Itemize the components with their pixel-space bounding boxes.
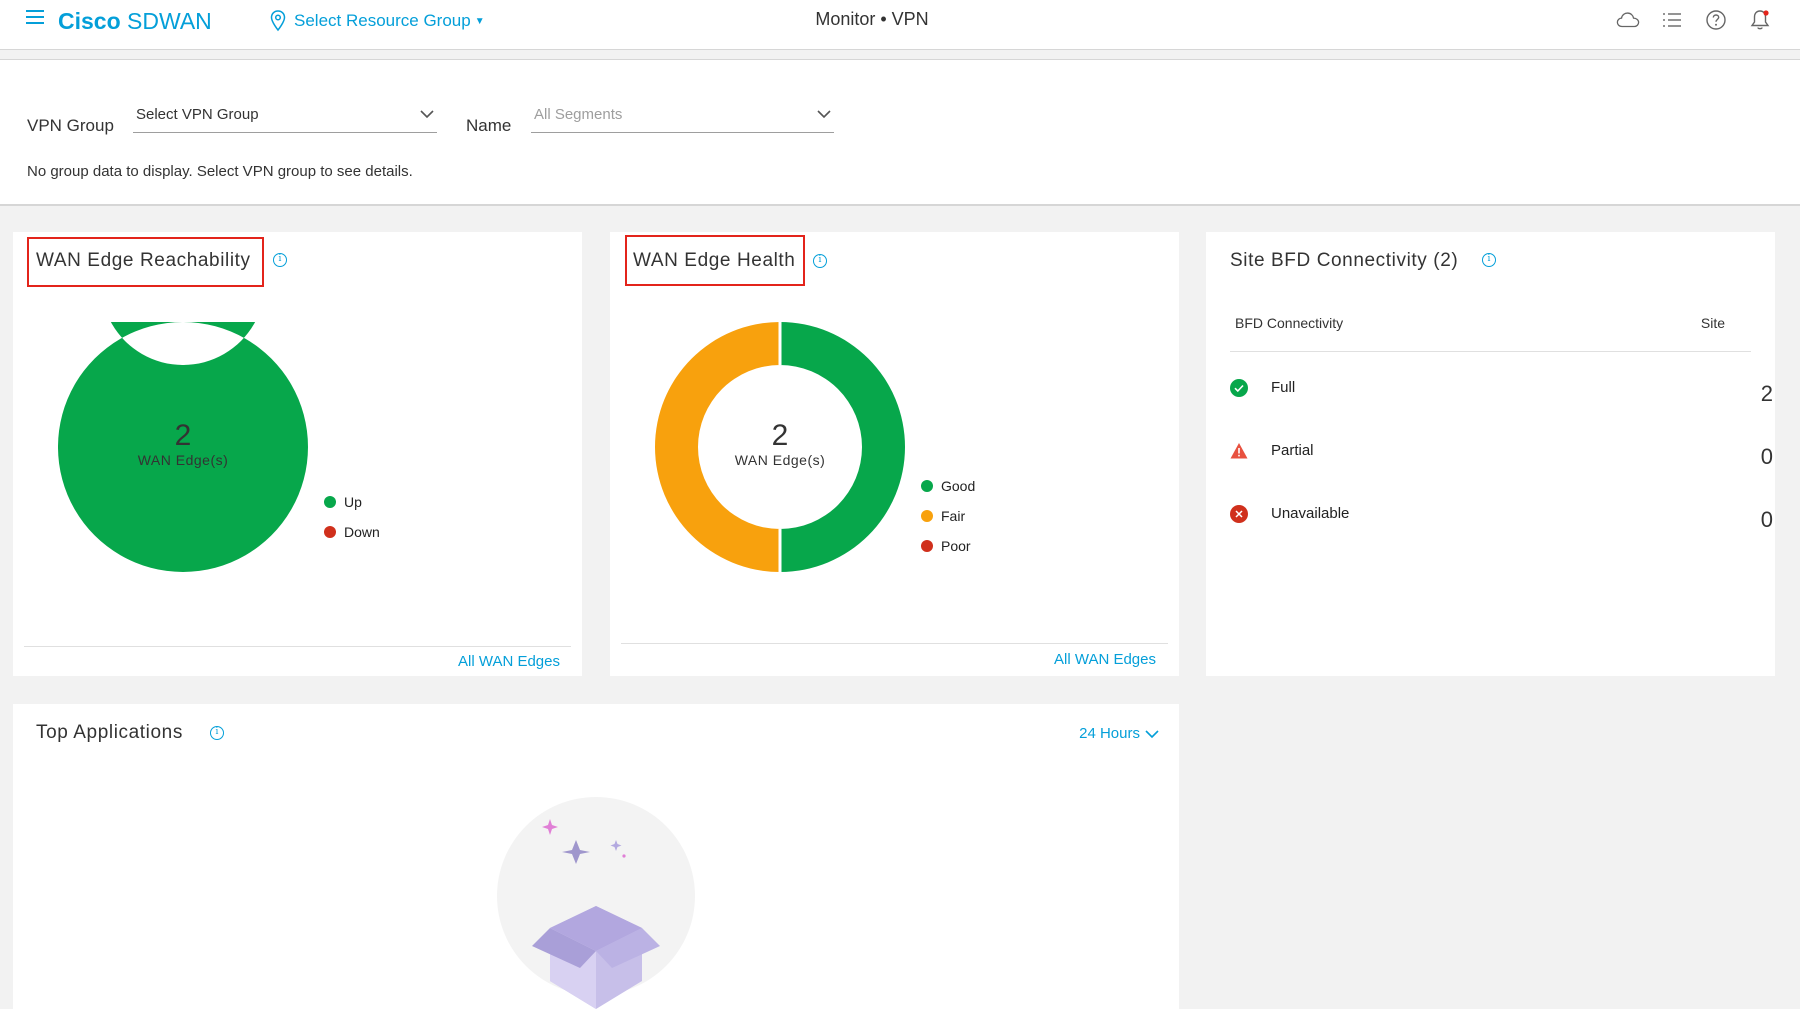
bfd-label: Partial (1271, 442, 1314, 459)
donut-center: 2 WAN Edge(s) (700, 419, 860, 469)
footer-divider (621, 643, 1168, 644)
legend-item-poor[interactable]: Poor (921, 531, 975, 561)
legend-dot-up (324, 496, 336, 508)
vpn-group-select[interactable]: Select VPN Group (133, 106, 437, 133)
resource-group-selector[interactable]: Select Resource Group ▼ (270, 10, 485, 32)
warning-icon (1230, 443, 1248, 459)
legend-label: Good (941, 478, 976, 494)
cloud-icon[interactable] (1616, 8, 1640, 32)
bfd-site-count: 2 (1760, 381, 1773, 406)
donut-center: 2 WAN Edge(s) (103, 419, 263, 469)
legend-label: Fair (941, 508, 966, 524)
info-icon[interactable]: i (1482, 253, 1496, 267)
all-wan-edges-link[interactable]: All WAN Edges (458, 653, 560, 670)
legend-dot-down (324, 526, 336, 538)
site-bfd-connectivity-card: Site BFD Connectivity (2) i BFD Connecti… (1206, 232, 1775, 676)
card-title: WAN Edge Reachability (36, 250, 251, 271)
chevron-down-icon (817, 110, 831, 119)
health-donut (655, 322, 905, 572)
legend-dot-fair (921, 510, 933, 522)
time-range-label: 24 Hours (1079, 725, 1140, 742)
page-title: Monitor • VPN (815, 9, 929, 29)
time-range-selector[interactable]: 24 Hours (1079, 725, 1159, 742)
info-icon[interactable]: i (813, 254, 827, 268)
caret-down-icon: ▼ (474, 15, 485, 27)
wan-edge-count: 2 (771, 419, 789, 452)
resource-group-label: Select Resource Group (294, 11, 471, 30)
no-data-message: No group data to display. Select VPN gro… (27, 163, 413, 180)
wan-edge-count-label: WAN Edge(s) (137, 452, 229, 468)
highlight-box (625, 235, 805, 286)
health-segment-good[interactable] (780, 322, 905, 572)
legend-item-up[interactable]: Up (324, 487, 380, 517)
legend-item-good[interactable]: Good (921, 471, 975, 501)
wan-edge-count-label: WAN Edge(s) (734, 452, 826, 468)
footer-divider (24, 646, 571, 647)
health-legend: Good Fair Poor (921, 471, 975, 561)
bfd-row-partial[interactable]: Partial 0 (1230, 440, 1799, 480)
legend-item-fair[interactable]: Fair (921, 501, 975, 531)
list-icon[interactable] (1660, 8, 1684, 32)
wan-edge-reachability-card: WAN Edge Reachability i 2 WAN Edge(s) Up… (13, 232, 582, 676)
name-label: Name (466, 116, 512, 135)
legend-label: Up (344, 494, 362, 510)
help-icon[interactable] (1704, 8, 1728, 32)
bfd-label: Unavailable (1271, 505, 1350, 522)
bfd-label: Full (1271, 379, 1296, 396)
brand-logo[interactable]: Cisco SDWAN (58, 8, 212, 34)
reachability-segment-up[interactable] (58, 322, 308, 572)
vpn-group-value: Select VPN Group (136, 106, 259, 123)
segment-select[interactable]: All Segments (531, 106, 834, 133)
location-pin-icon (270, 10, 286, 32)
info-icon[interactable]: i (273, 253, 287, 267)
highlight-box (27, 237, 264, 287)
card-title: WAN Edge Health (633, 250, 796, 271)
card-title: Site BFD Connectivity (2) (1230, 250, 1459, 271)
error-circle-icon (1230, 505, 1248, 523)
top-applications-card: Top Applications i 24 Hours (13, 704, 1179, 1009)
check-circle-icon (1230, 379, 1248, 397)
legend-item-down[interactable]: Down (324, 517, 380, 547)
legend-dot-poor (921, 540, 933, 552)
menu-icon[interactable] (26, 10, 46, 26)
legend-dot-good (921, 480, 933, 492)
info-icon[interactable]: i (210, 726, 224, 740)
legend-label: Poor (941, 538, 971, 554)
wan-edge-health-card: WAN Edge Health i 2 WAN Edge(s) Good Fai… (610, 232, 1179, 676)
divider (0, 59, 1800, 60)
bell-icon[interactable] (1748, 8, 1772, 32)
filter-bar: VPN Group Select VPN Group Name All Segm… (0, 60, 1800, 206)
header-divider (1230, 351, 1751, 352)
chevron-down-icon (1145, 729, 1159, 738)
column-header-connectivity: BFD Connectivity (1235, 315, 1344, 331)
bfd-row-unavailable[interactable]: Unavailable 0 (1230, 503, 1799, 543)
bfd-row-full[interactable]: Full 2 (1230, 377, 1799, 417)
empty-box-illustration (497, 797, 695, 1009)
vpn-group-label: VPN Group (27, 116, 114, 135)
legend-label: Down (344, 524, 380, 540)
reachability-donut (58, 322, 308, 572)
chevron-down-icon (420, 110, 434, 119)
wan-edge-count: 2 (174, 419, 192, 452)
segment-placeholder: All Segments (534, 106, 623, 123)
health-segment-fair[interactable] (655, 322, 780, 572)
all-wan-edges-link[interactable]: All WAN Edges (1054, 651, 1156, 668)
bfd-site-count: 0 (1760, 444, 1773, 469)
reachability-legend: Up Down (324, 487, 380, 547)
bfd-site-count: 0 (1760, 507, 1773, 532)
card-title: Top Applications (36, 722, 183, 743)
top-header: Cisco SDWAN Select Resource Group ▼ Moni… (0, 0, 1800, 50)
column-header-site: Site (1700, 315, 1725, 331)
